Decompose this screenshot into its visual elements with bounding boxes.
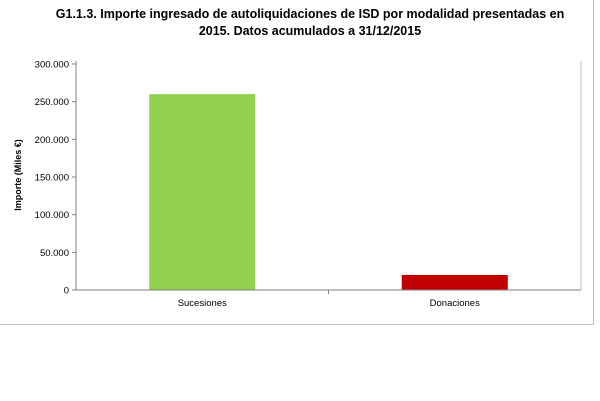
y-tick-label: 300.000	[35, 60, 69, 71]
y-tick-label: 100.000	[35, 210, 69, 221]
bar-donaciones	[401, 274, 508, 290]
x-category-label-donaciones: Donaciones	[430, 298, 480, 309]
chart-frame: G1.1.3. Importe ingresado de autoliquida…	[0, 0, 594, 325]
bar-sucesiones	[149, 94, 256, 290]
y-axis-title: Importe (Miles €)	[13, 139, 23, 211]
y-tick-label: 50.000	[40, 248, 69, 259]
chart-title: G1.1.3. Importe ingresado de autoliquida…	[55, 7, 565, 38]
bars	[149, 94, 508, 290]
y-tick-label: 200.000	[35, 135, 69, 146]
y-tick-label: 250.000	[35, 97, 69, 108]
x-category-label-sucesiones: Sucesiones	[178, 298, 227, 309]
x-axis: Sucesiones Donaciones	[76, 289, 581, 309]
y-tick-label: 150.000	[35, 173, 69, 184]
y-axis: 0 50.000 100.000 150.000 200.000 250.000 300.0…	[35, 60, 77, 297]
y-tick-label: 0	[64, 286, 69, 297]
